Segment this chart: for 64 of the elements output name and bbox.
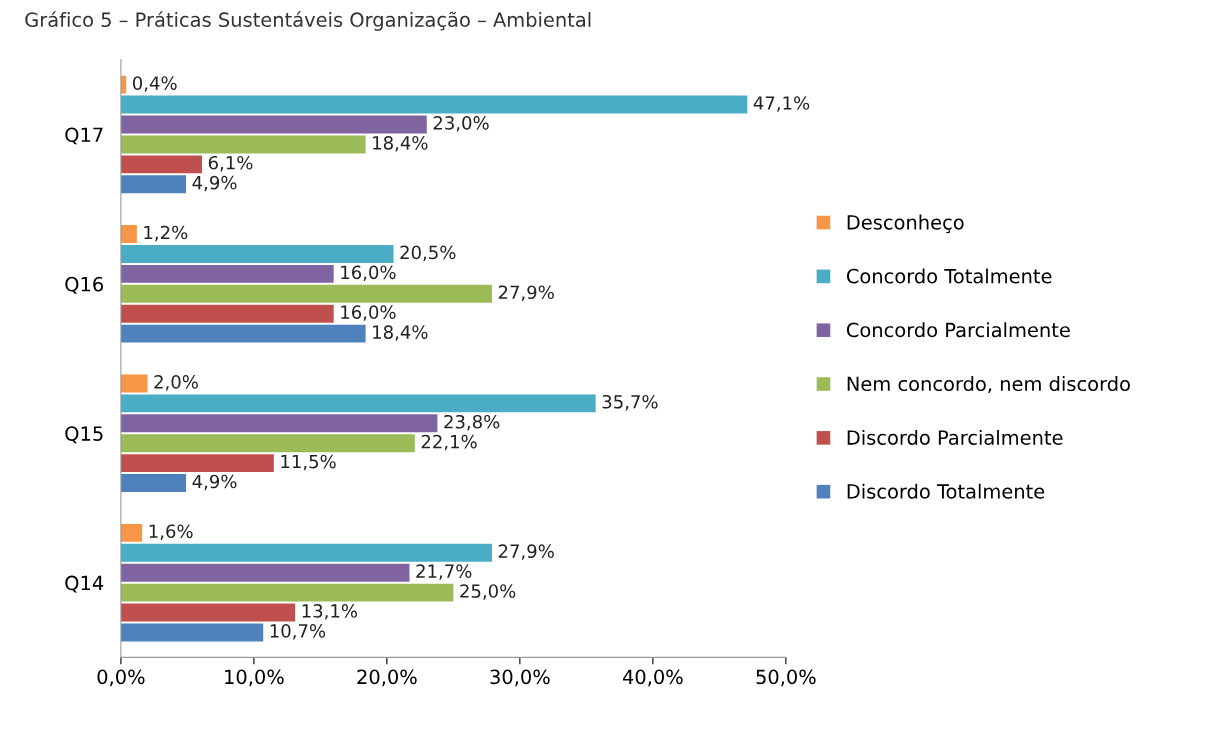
bar [120,414,438,433]
y-tick-label: Q16 [65,276,104,294]
y-tick-label: Q14 [65,575,104,593]
data-label: 16,0% [341,265,396,281]
bar [120,563,410,582]
data-label: 4,9% [192,474,237,491]
bar [120,324,366,343]
bar [120,175,187,194]
data-label: 35,7% [602,394,658,411]
bar [120,394,596,413]
bar [120,454,274,473]
data-label: 27,9% [498,544,554,560]
data-label: 10,7% [270,624,326,640]
x-tick-label: 50,0% [756,669,816,687]
data-label: 0,4% [132,76,177,92]
data-label: 6,1% [208,155,253,172]
legend-label: Discordo Parcialmente [847,429,1063,445]
data-label: 1,6% [149,524,193,540]
bar [120,543,492,562]
data-label: 20,5% [400,245,456,262]
data-label: 27,9% [498,285,554,301]
x-tick-label: 40,0% [622,669,683,687]
y-tick-label: Q17 [65,127,103,145]
legend-label: Nem concordo, nem discordo [847,376,1130,394]
bar [120,474,187,493]
data-label: 13,1% [302,604,358,620]
data-label: 4,9% [192,175,237,192]
x-tick-label: 10,0% [225,669,284,687]
legend-label: Concordo Totalmente [846,268,1052,284]
x-tick-label: 30,0% [490,669,550,687]
legend-label: Concordo Parcialmente [846,322,1070,338]
bar [120,284,492,303]
data-label: 18,4% [373,325,428,341]
bar [120,374,148,393]
bar [120,434,415,453]
legend-label: Desconheço [847,214,964,234]
data-label: 21,7% [416,564,472,580]
bar [120,245,394,263]
bar [120,304,334,323]
x-tick-label: 20,0% [357,669,417,687]
bar [120,225,137,244]
x-tick-label: 0,0% [97,669,145,687]
data-label: 11,5% [281,454,336,471]
data-label: 22,1% [421,434,477,451]
bar [120,523,143,542]
legend-label: Discordo Totalmente [847,483,1045,499]
data-label: 47,1% [753,96,810,112]
chart-title: Gráfico 5 – Práticas Sustentáveis Organização – Ambiental [25,11,591,31]
bar [120,155,203,174]
bar [120,115,427,134]
data-label: 25,0% [460,584,516,600]
data-label: 23,0% [433,116,489,132]
bar [120,583,454,602]
data-label: 16,0% [341,305,396,321]
y-tick-label: Q15 [65,426,103,444]
bar [120,623,264,642]
data-label: 1,2% [144,225,188,242]
data-label: 2,0% [154,375,198,391]
bar [120,135,366,154]
data-label: 23,8% [444,414,500,431]
bar [120,95,748,114]
data-label: 18,4% [373,136,428,152]
bar [120,264,334,283]
bar [120,603,296,622]
